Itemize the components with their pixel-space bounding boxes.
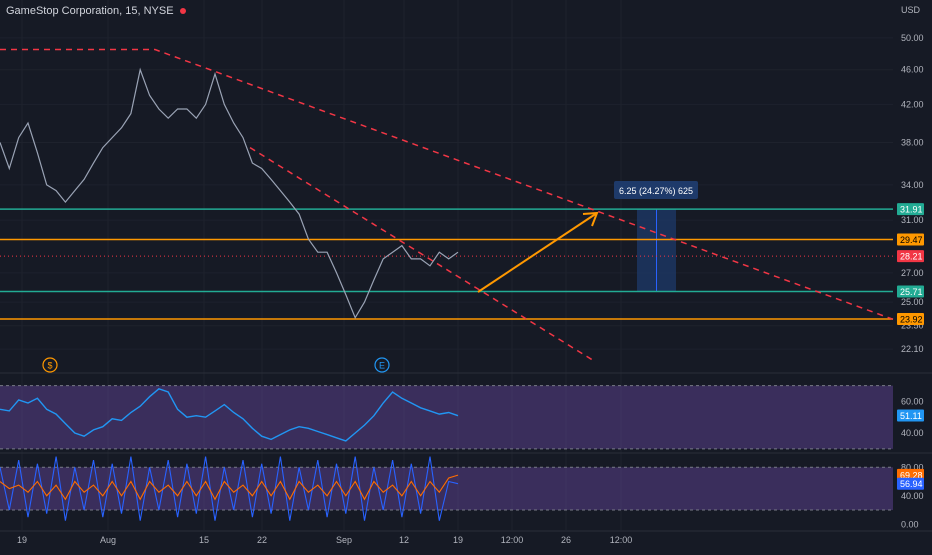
rsi-value-badge-label: 51.11 (900, 411, 922, 421)
stochastic-d-line (0, 474, 459, 501)
event-marker-ring (374, 357, 390, 373)
grid (0, 0, 893, 530)
rsi-value-badge-bg (897, 409, 924, 422)
stochastic-value-badge: 56.94 (897, 477, 924, 490)
price-y-axis: USD 50.00 46.00 42.00 38.00 34.00 31.00 27.00 25… (897, 5, 924, 354)
time-tick-label: 15 (199, 535, 209, 545)
stochastic-value-badge-label: 56.94 (900, 479, 923, 489)
stochastic-value-badge-label: 69.28 (900, 470, 923, 480)
event-marker-symbol: $ (47, 361, 52, 371)
time-tick-label: 19 (453, 535, 463, 545)
price-series (0, 67, 459, 320)
level-badge-label: 29.47 (900, 235, 923, 245)
time-axis: 19 Aug 15 22 Sep 12 19 12:00 26 12:00 (17, 535, 632, 545)
time-tick-label: 19 (17, 535, 27, 545)
price-tick-label: 42.00 (901, 99, 924, 109)
price-pane[interactable]: 6.25 (24.27%) 625 $ E (0, 48, 894, 373)
rsi-value-badge: 51.11 (897, 409, 924, 422)
trend-line[interactable] (0, 48, 894, 321)
level-badge-bg (897, 312, 924, 325)
price-tick-label: 46.00 (901, 65, 924, 75)
last-price-badge-label: 28.21 (900, 252, 923, 262)
symbol-label: GameStop Corporation, 15, NYSE (6, 5, 174, 17)
time-tick-label: 12:00 (501, 535, 524, 545)
price-tick-label: 50.00 (901, 33, 924, 43)
price-tick-label: 38.00 (901, 138, 924, 148)
rsi-tick-label: 60.00 (901, 396, 924, 406)
symbol-title[interactable]: GameStop Corporation, 15, NYSE (6, 5, 186, 17)
time-tick-label: 12 (399, 535, 409, 545)
currency-label: USD (901, 5, 921, 15)
level-badge: 23.92 (897, 312, 924, 325)
rsi-line (0, 388, 459, 442)
level-badge: 25.71 (897, 285, 924, 298)
level-badge-bg (897, 285, 924, 298)
market-status-dot (179, 8, 186, 15)
time-tick-label: Aug (100, 535, 116, 545)
price-tick-label: 22.10 (901, 344, 924, 354)
event-marker-symbol: E (379, 361, 385, 371)
event-marker[interactable]: $ (42, 357, 58, 373)
price-range-label-bg (614, 181, 698, 199)
price-tick-label: 23.50 (901, 321, 924, 331)
level-badge: 29.47 (897, 233, 924, 246)
level-badge-label: 23.92 (900, 314, 923, 324)
level-badge-bg (897, 233, 924, 246)
stochastic-tick-label: 80.00 (901, 462, 924, 472)
time-tick-label: 26 (561, 535, 571, 545)
level-badge-bg (897, 203, 924, 216)
trend-line[interactable] (249, 146, 593, 361)
rsi-band (0, 385, 893, 449)
price-tick-label: 27.00 (901, 268, 924, 278)
last-price-badge: 28.21 (897, 250, 924, 263)
event-marker-ring (42, 357, 58, 373)
level-badge-label: 31.91 (900, 205, 923, 215)
level-badge: 31.91 (897, 203, 924, 216)
projection-arrow-head (582, 211, 599, 227)
projection-arrow[interactable] (477, 212, 598, 293)
stochastic-pane[interactable] (0, 456, 893, 521)
price-tick-label: 31.00 (901, 215, 924, 225)
event-marker[interactable]: E (374, 357, 390, 373)
level-badge-label: 25.71 (900, 287, 923, 297)
stochastic-tick-label: 0.00 (901, 519, 919, 529)
price-tick-label: 25.00 (901, 297, 924, 307)
stochastic-k-line (0, 456, 459, 521)
last-price-badge-bg (897, 250, 924, 263)
rsi-tick-label: 40.00 (901, 428, 924, 438)
time-tick-label: 12:00 (610, 535, 633, 545)
price-tick-label: 34.00 (901, 180, 924, 190)
stochastic-tick-label: 40.00 (901, 491, 924, 501)
time-tick-label: Sep (336, 535, 352, 545)
time-tick-label: 22 (257, 535, 267, 545)
rsi-pane[interactable] (0, 385, 893, 450)
stochastic-value-badge-bg (897, 477, 924, 490)
price-range-label: 6.25 (24.27%) 625 (619, 186, 693, 196)
